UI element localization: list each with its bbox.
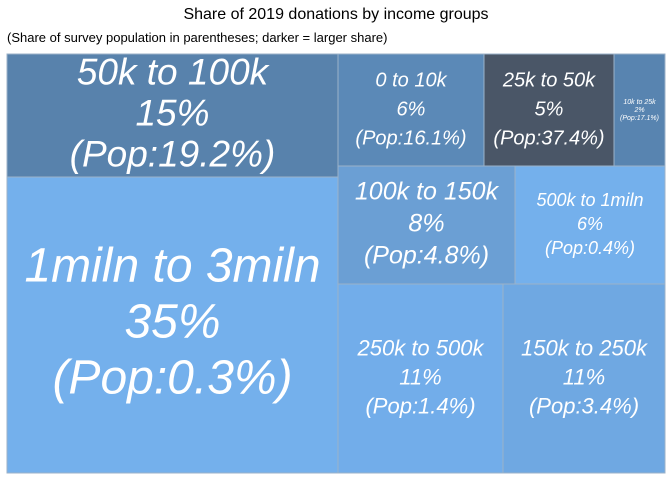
tile-rect: [483, 53, 615, 167]
tile-pop: (Pop:0.3%): [52, 352, 292, 405]
tile-pop: (Pop:19.2%): [70, 133, 276, 174]
chart-subtitle: (Share of survey population in parenthes…: [7, 30, 388, 45]
tile-share: 6%: [577, 214, 603, 234]
tile-pop: (Pop:16.1%): [355, 127, 466, 149]
tile-share: 6%: [397, 98, 426, 120]
tile-100k-to-150k: 100k to 150k 8% (Pop:4.8%): [337, 165, 516, 285]
tile-250k-to-500k: 250k to 500k 11% (Pop:1.4%): [337, 283, 504, 474]
tile-share: 11%: [563, 364, 605, 389]
tile-label: 10k to 25k: [623, 99, 656, 106]
tile-150k-to-250k: 150k to 250k 11% (Pop:3.4%): [502, 283, 666, 474]
tile-label: 500k to 1miln: [536, 190, 643, 210]
tile-label: 150k to 250k: [521, 335, 648, 360]
tile-rect: [337, 165, 516, 285]
tile-rect: [502, 283, 666, 474]
tile-share: 2%: [633, 107, 644, 114]
tile-pop: (Pop:37.4%): [493, 127, 604, 149]
tile-rect: [6, 176, 339, 474]
tile-share: 5%: [535, 98, 564, 120]
tile-0-to-10k: 0 to 10k 6% (Pop:16.1%): [337, 53, 485, 167]
tile-label: 250k to 500k: [357, 335, 485, 360]
tile-label: 0 to 10k: [375, 69, 447, 91]
tile-label: 100k to 150k: [355, 178, 500, 206]
tile-share: 11%: [399, 364, 441, 389]
tile-500k-to-1miln: 500k to 1miln 6% (Pop:0.4%): [514, 165, 666, 285]
tile-rect: [337, 283, 504, 474]
chart-title: Share of 2019 donations by income groups: [183, 6, 489, 23]
tile-rect: [337, 53, 485, 167]
tile-rect: [514, 165, 666, 285]
tile-share: 35%: [124, 296, 220, 349]
tile-share: 8%: [408, 210, 444, 238]
tile-pop: (Pop:1.4%): [365, 393, 475, 418]
tile-label: 1miln to 3miln: [24, 240, 320, 293]
tile-label: 25k to 50k: [502, 69, 596, 91]
tile-pop: (Pop:0.4%): [545, 238, 635, 258]
tile-25k-to-50k: 25k to 50k 5% (Pop:37.4%): [483, 53, 615, 167]
tile-share: 15%: [135, 92, 209, 133]
tile-label: 50k to 100k: [77, 51, 271, 92]
tile-pop: (Pop:4.8%): [364, 242, 489, 270]
tile-pop: (Pop:17.1%): [620, 115, 659, 122]
tile-rect: [613, 53, 666, 167]
tile-pop: (Pop:3.4%): [529, 393, 639, 418]
